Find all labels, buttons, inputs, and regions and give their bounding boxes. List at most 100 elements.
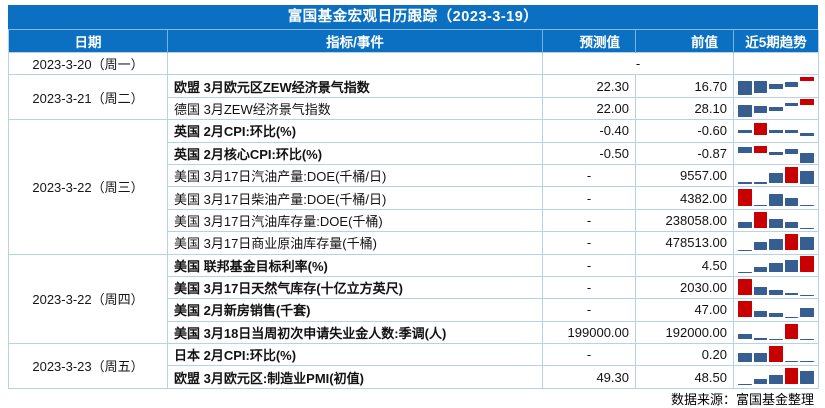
trend-bar [800,308,814,318]
trend-bar [784,221,799,228]
trend-bar [753,378,768,385]
trend-bar [800,255,814,273]
trend-bar [769,289,783,295]
trend-sparkline-cell [733,96,819,121]
trend-bar [784,198,799,206]
indicator-cell: 美国 2月新房销售(千套) [167,298,543,322]
trend-bar [769,172,783,184]
forecast-cell: - [542,275,636,300]
col-header-previous: 前值 [635,30,734,53]
trend-sparkline-cell [733,231,819,255]
previous-cell: 0.20 [635,343,734,367]
trend-bar [769,338,783,340]
indicator-cell: 美国 3月17日汽油库存量:DOE(千桶) [167,208,543,233]
indicator-cell: 欧盟 3月欧元区:制造业PMI(初值) [167,365,543,389]
indicator-cell: 英国 2月核心CPI:环比(%) [167,141,543,165]
previous-cell: 48.50 [635,365,734,389]
table-row: 2023-3-23（周五） 日本 2月CPI:环比(%) -0.20 [8,343,819,389]
trend-bar [753,204,768,206]
trend-bar [753,81,768,94]
trend-sparkline-cell [733,253,819,277]
trend-bar [784,259,799,273]
report-title: 富国基金宏观日历跟踪（2023-3-19） [8,5,818,30]
date-cell: 2023-3-22（周三） [8,119,168,255]
trend-sparkline-cell [733,365,819,389]
trend-sparkline-cell [733,208,819,233]
previous-cell: -0.87 [635,141,734,165]
forecast-cell: - [542,343,636,367]
trend-bar [738,272,752,274]
trend-sparkline-cell [733,343,819,367]
previous-cell: 238058.00 [635,208,734,233]
indicator-cell: 美国 3月17日天然气库存(十亿立方英尺) [167,275,543,300]
table-row: 欧盟 3月欧元区:制造业PMI(初值) 49.30 48.50 [9,365,819,389]
trend-bar [769,238,783,251]
trend-bar [800,338,814,340]
col-header-date: 日期 [8,30,168,53]
table-row: 美国 2月新房销售(千套) -47.00 [9,298,819,322]
forecast-cell: - [542,208,636,233]
indicator-cell: 美国 3月17日柴油产量:DOE(千桶/日) [167,186,543,210]
trend-bar [738,189,752,206]
trend-bar [769,313,783,318]
trend-bar [800,294,814,296]
previous-cell: 192000.00 [635,320,734,345]
trend-bar [800,370,814,385]
previous-cell: 2030.00 [635,275,734,300]
date-cell: 2023-3-20（周一） [8,51,168,76]
trend-sparkline-cell [733,119,819,143]
table-row: 美国 3月17日商业原油库存量(千桶) -478513.00 [9,231,819,255]
forecast-cell: 49.30 [542,365,636,389]
trend-bar [769,375,783,385]
trend-bar [753,212,768,228]
table-row: 2023-3-20（周一） - [8,51,819,76]
forecast-cell: - [542,253,636,277]
trend-bar [753,287,768,295]
indicator-cell: 欧盟 3月欧元区ZEW经济景气指数 [167,74,543,98]
trend-bar [769,106,783,111]
trend-sparkline-cell [733,275,819,300]
date-cell: 2023-3-22（周四） [8,253,168,345]
trend-bar [784,234,799,251]
forecast-cell: 199000.00 [542,320,636,345]
trend-bar [753,105,768,113]
trend-bar [769,346,783,362]
trend-bar [800,77,814,82]
trend-bar [753,353,768,362]
trend-bar [753,145,768,153]
trend-bar [769,83,783,90]
trend-bar [738,221,752,228]
trend-bar [784,317,799,319]
previous-cell: 478513.00 [635,231,734,255]
trend-sparkline-cell [733,298,819,322]
trend-bar [738,384,752,386]
indicator-cell: 美国 3月17日汽油产量:DOE(千桶/日) [167,163,543,188]
trend-bar [738,353,752,362]
forecast-cell: -0.40 [542,119,636,143]
trend-bar [738,333,752,340]
table-row: 美国 3月17日汽油库存量:DOE(千桶) -238058.00 [9,208,819,233]
indicator-cell: 日本 2月CPI:环比(%) [167,343,543,367]
trend-bar [738,182,752,184]
trend-bar [738,250,752,251]
trend-bar [738,278,752,296]
trend-bar [738,81,752,95]
data-source-note: 数据来源：富国基金整理 [670,391,814,407]
indicator-cell: 美国 3月17日商业原油库存量(千桶) [167,231,543,255]
macro-calendar-sheet: 富国基金宏观日历跟踪（2023-3-19） 日期 指标/事件 预测值 前值 近5… [8,5,819,408]
trend-bar [753,337,768,340]
trend-sparkline-cell [733,51,819,76]
indicator-cell [167,51,543,76]
table-row: 2023-3-22（周四） 美国 联邦基金目标利率(%) -4.50 [8,253,819,345]
trend-sparkline-cell [733,74,819,98]
table-row: 美国 3月17日柴油产量:DOE(千桶/日) -4382.00 [9,186,819,210]
table-row: 2023-3-21（周二） 欧盟 3月欧元区ZEW经济景气指数 22.30 16.70 [8,74,819,121]
trend-sparkline-cell [733,163,819,188]
trend-bar [784,324,799,340]
trend-sparkline-cell [733,320,819,345]
trend-bar [800,153,814,163]
trend-bar [800,361,814,363]
indicator-cell: 美国 联邦基金目标利率(%) [167,253,543,277]
forecast-cell: - [542,186,636,210]
